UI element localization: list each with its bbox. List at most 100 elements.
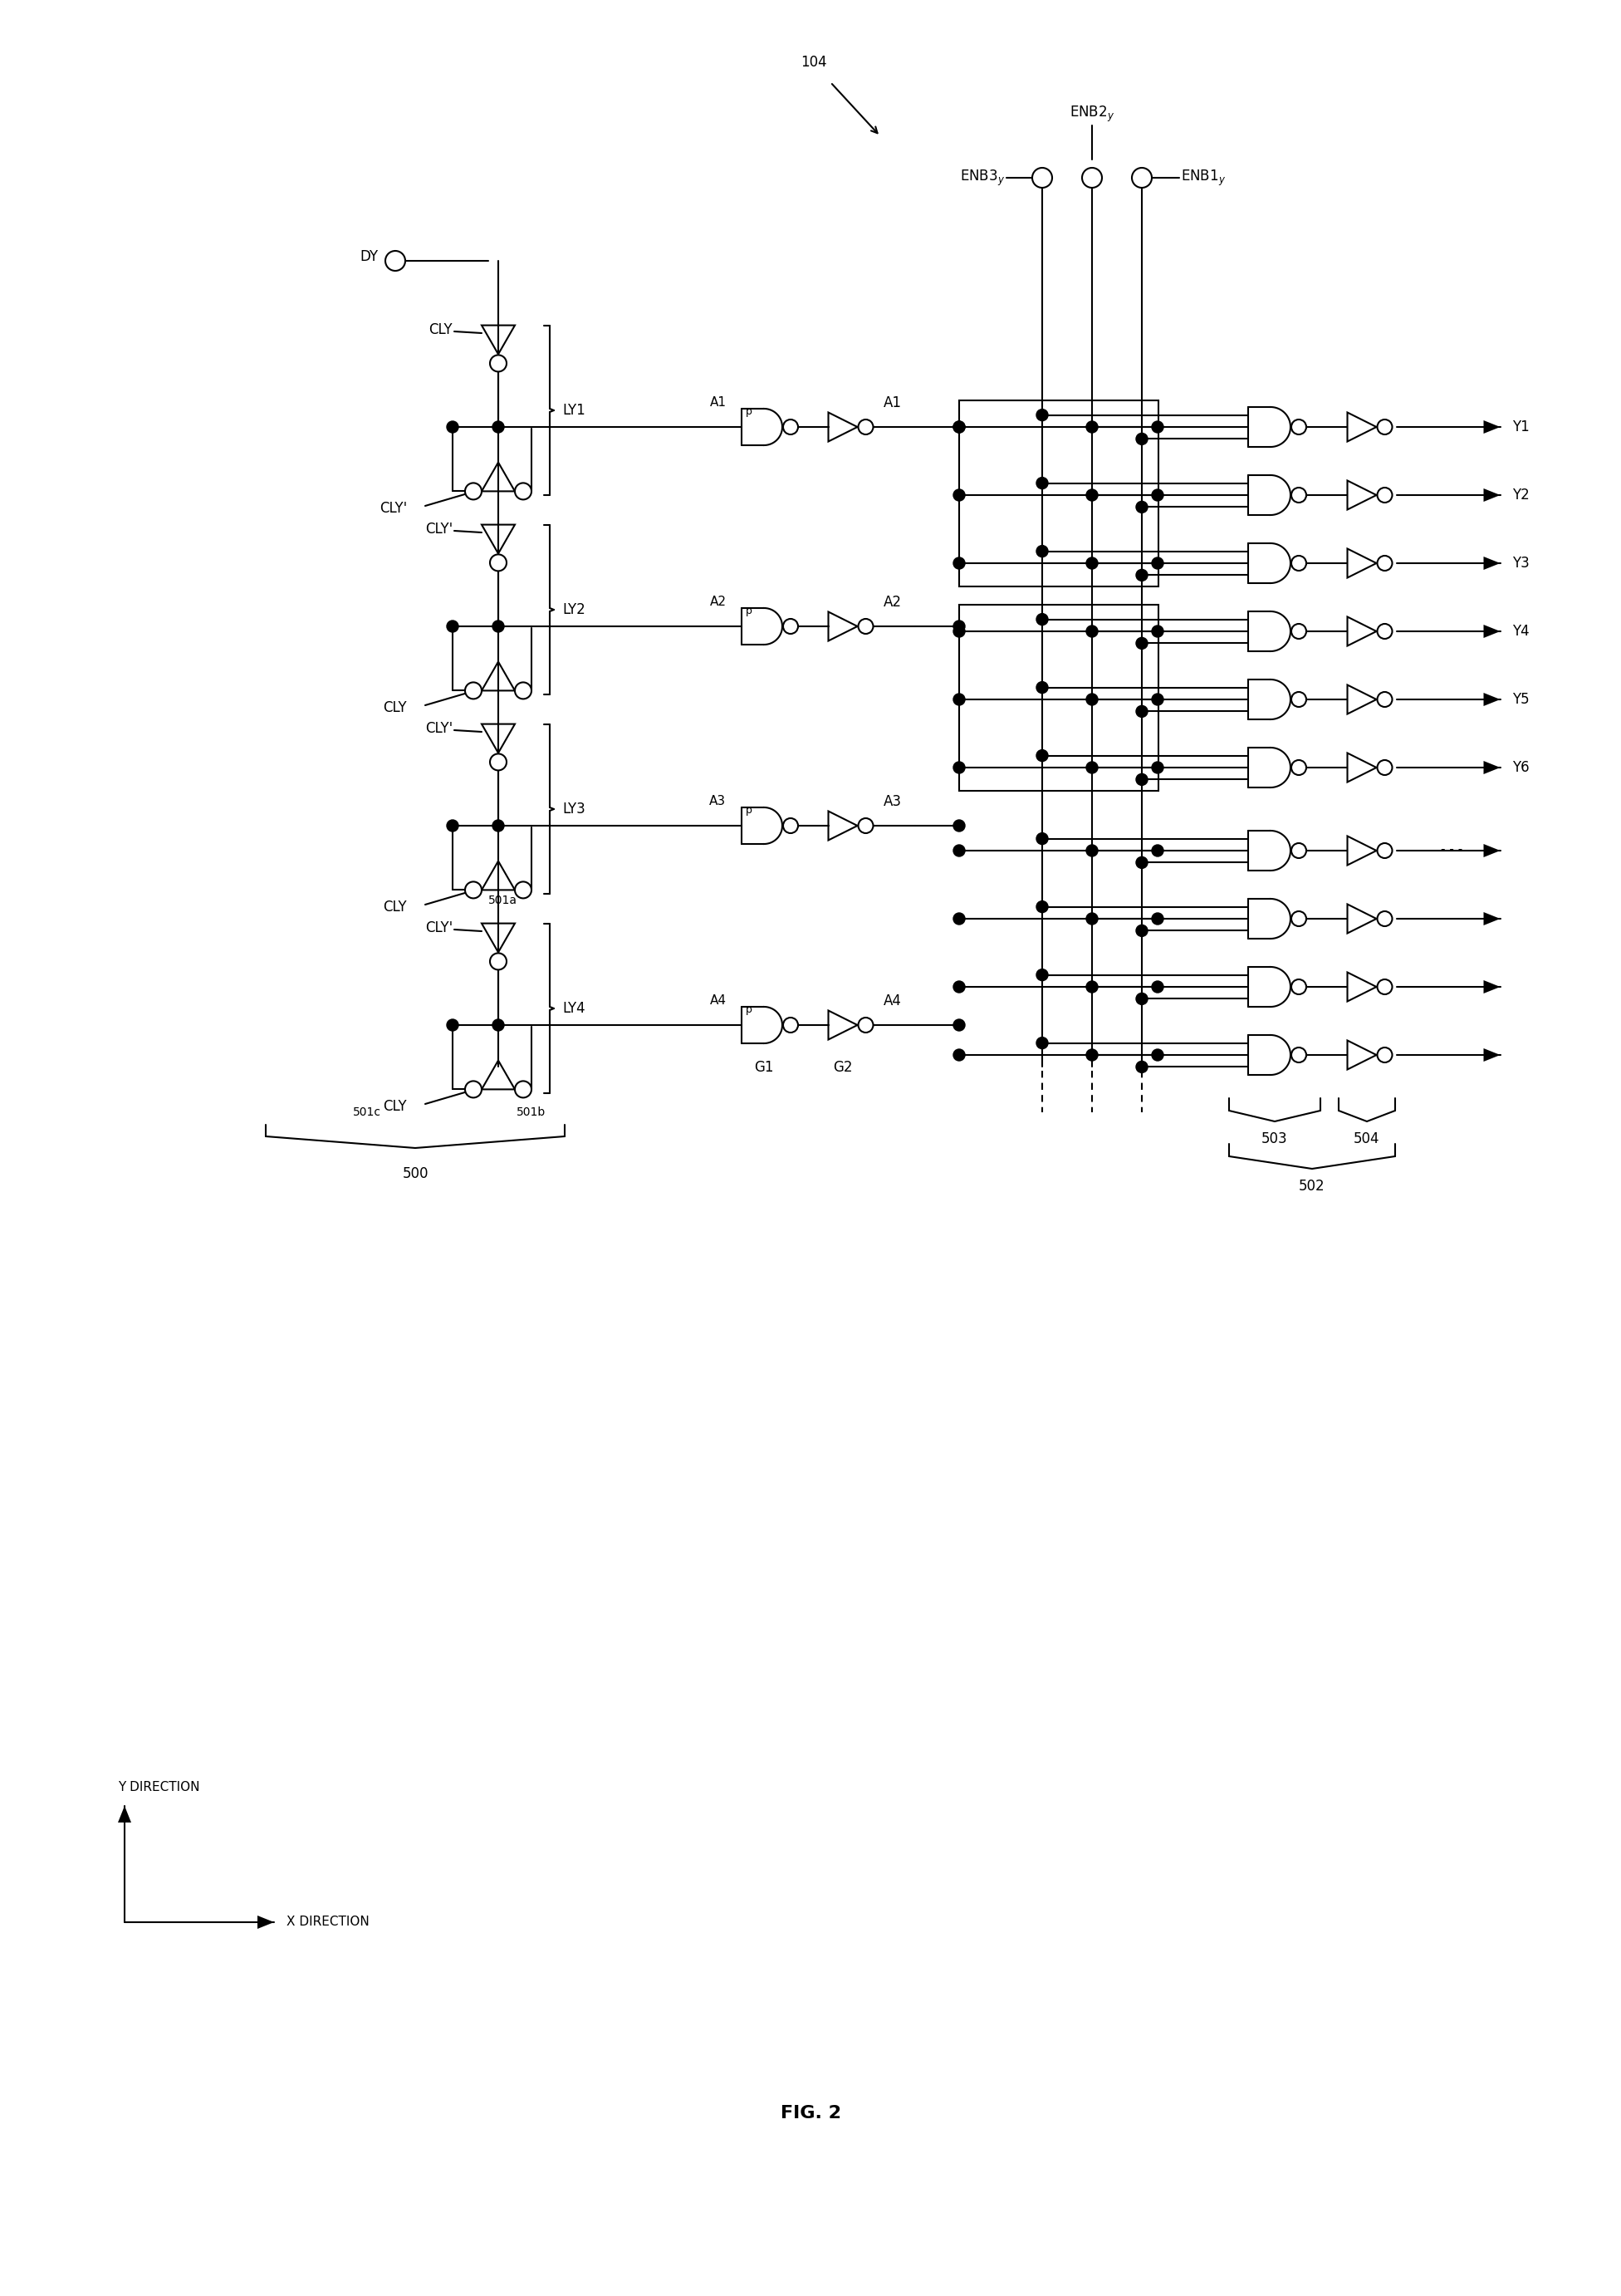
Circle shape (1378, 556, 1392, 572)
Text: p: p (746, 606, 752, 615)
Circle shape (447, 1019, 459, 1031)
Circle shape (1378, 980, 1392, 994)
Bar (960, 604, 1159, 790)
Text: 500: 500 (402, 1166, 428, 1180)
Text: CLY': CLY' (379, 501, 407, 517)
Circle shape (953, 980, 964, 992)
Circle shape (1036, 682, 1049, 693)
Text: CLY': CLY' (425, 521, 452, 537)
Text: p: p (746, 1003, 752, 1015)
Circle shape (1153, 762, 1164, 774)
Circle shape (953, 558, 964, 569)
Text: Y DIRECTION: Y DIRECTION (118, 1782, 199, 1793)
Circle shape (1153, 914, 1164, 925)
Text: CLY: CLY (383, 1100, 407, 1114)
Polygon shape (1483, 489, 1499, 503)
Circle shape (490, 553, 507, 572)
Circle shape (515, 1081, 532, 1097)
Circle shape (1086, 845, 1097, 856)
Circle shape (1086, 693, 1097, 705)
Text: CLY': CLY' (425, 721, 452, 737)
Circle shape (515, 482, 532, 501)
Polygon shape (1483, 1049, 1499, 1061)
Circle shape (1136, 705, 1148, 716)
Text: p: p (746, 406, 752, 418)
Circle shape (1136, 434, 1148, 445)
Circle shape (1036, 833, 1049, 845)
Circle shape (1036, 478, 1049, 489)
Text: A4: A4 (883, 994, 901, 1008)
Text: 501a: 501a (488, 895, 517, 907)
Text: LY3: LY3 (562, 801, 585, 817)
Text: CLY': CLY' (425, 921, 452, 934)
Circle shape (1036, 409, 1049, 420)
Circle shape (493, 820, 504, 831)
Text: Y3: Y3 (1512, 556, 1530, 572)
Circle shape (1378, 625, 1392, 638)
Polygon shape (1483, 760, 1499, 774)
Circle shape (783, 420, 798, 434)
Circle shape (1131, 168, 1153, 188)
Circle shape (953, 620, 964, 631)
Circle shape (1036, 613, 1049, 625)
Circle shape (1292, 420, 1307, 434)
Circle shape (493, 620, 504, 631)
Polygon shape (1483, 556, 1499, 569)
Circle shape (953, 693, 964, 705)
Circle shape (1292, 912, 1307, 925)
Circle shape (953, 420, 964, 432)
Text: Y1: Y1 (1512, 420, 1530, 434)
Text: 502: 502 (1298, 1178, 1326, 1194)
Text: LY1: LY1 (562, 402, 585, 418)
Bar (960, 400, 1159, 585)
Circle shape (783, 817, 798, 833)
Text: A1: A1 (710, 397, 726, 409)
Circle shape (1086, 914, 1097, 925)
Circle shape (1292, 980, 1307, 994)
Circle shape (1153, 420, 1164, 432)
Circle shape (1378, 912, 1392, 925)
Circle shape (1086, 762, 1097, 774)
Circle shape (1378, 843, 1392, 859)
Circle shape (783, 1017, 798, 1033)
Text: ENB1$_y$: ENB1$_y$ (1180, 168, 1225, 188)
Circle shape (1292, 760, 1307, 776)
Circle shape (1378, 487, 1392, 503)
Circle shape (1086, 980, 1097, 992)
Text: CLY: CLY (383, 900, 407, 914)
Text: ENB3$_y$: ENB3$_y$ (960, 168, 1005, 188)
Circle shape (1086, 1049, 1097, 1061)
Circle shape (1086, 489, 1097, 501)
Polygon shape (1483, 980, 1499, 994)
Text: G2: G2 (833, 1061, 853, 1075)
Circle shape (858, 420, 874, 434)
Circle shape (493, 1019, 504, 1031)
Circle shape (953, 762, 964, 774)
Polygon shape (1483, 912, 1499, 925)
Circle shape (953, 1019, 964, 1031)
Circle shape (515, 882, 532, 898)
Circle shape (1033, 168, 1052, 188)
Circle shape (1153, 558, 1164, 569)
Polygon shape (118, 1807, 131, 1823)
Circle shape (447, 620, 459, 631)
Circle shape (1292, 625, 1307, 638)
Circle shape (1036, 969, 1049, 980)
Text: LY2: LY2 (562, 602, 585, 618)
Circle shape (490, 356, 507, 372)
Circle shape (447, 820, 459, 831)
Text: Y2: Y2 (1512, 487, 1530, 503)
Text: 504: 504 (1354, 1132, 1379, 1146)
Text: A3: A3 (710, 794, 726, 808)
Text: FIG. 2: FIG. 2 (780, 2105, 841, 2122)
Text: Y6: Y6 (1512, 760, 1530, 776)
Circle shape (1153, 1049, 1164, 1061)
Circle shape (1153, 693, 1164, 705)
Circle shape (1378, 1047, 1392, 1063)
Text: A3: A3 (883, 794, 901, 808)
Circle shape (1136, 1061, 1148, 1072)
Circle shape (1136, 856, 1148, 868)
Text: LY4: LY4 (562, 1001, 585, 1015)
Circle shape (1136, 501, 1148, 512)
Text: 501b: 501b (517, 1107, 546, 1118)
